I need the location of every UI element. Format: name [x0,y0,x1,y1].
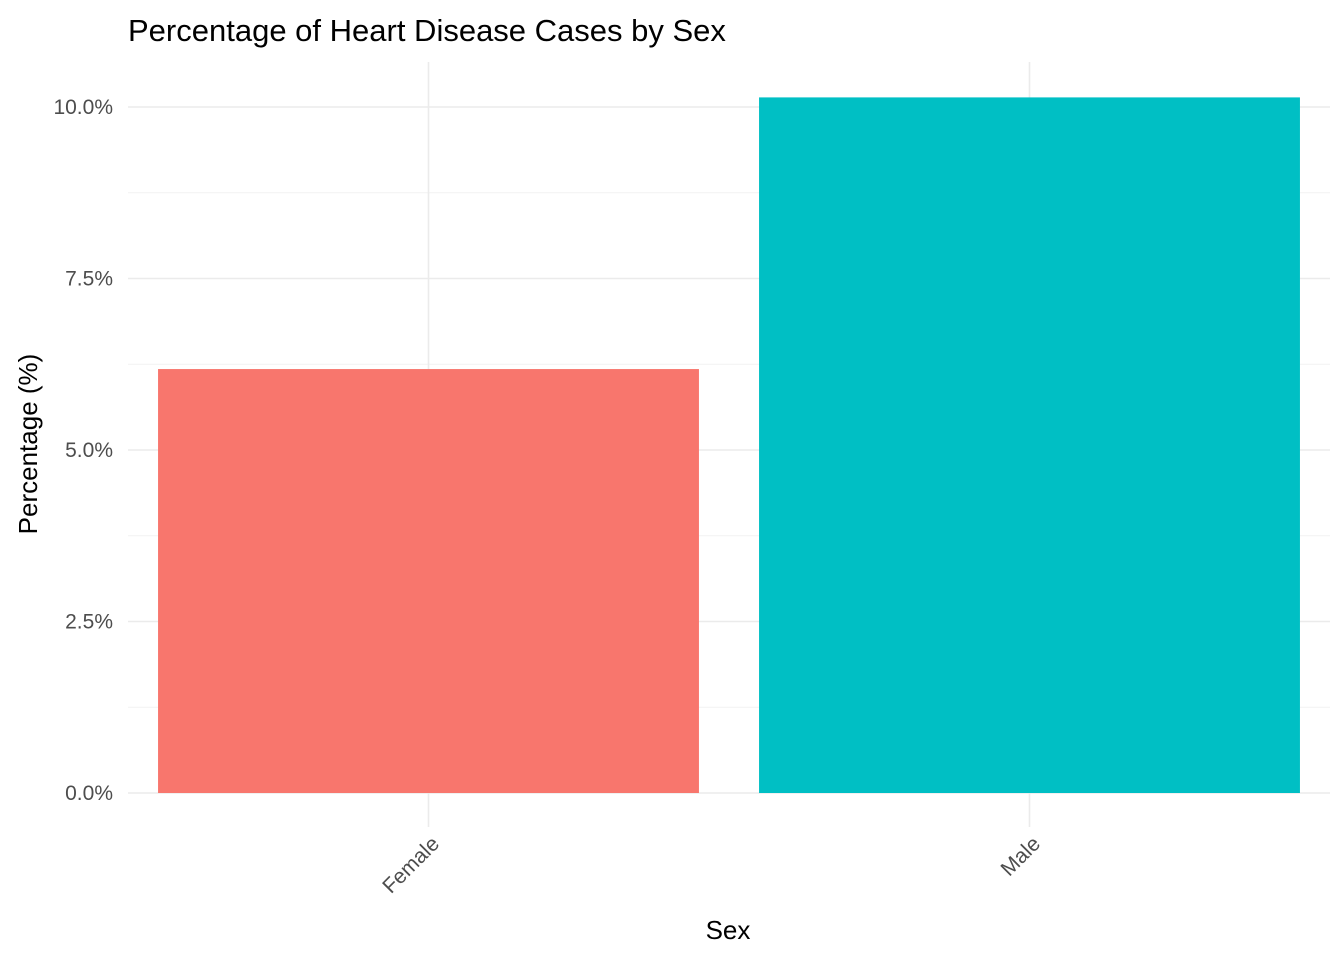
y-tick-label: 5.0% [65,439,113,462]
x-axis-title: Sex [706,915,751,945]
y-tick-label: 7.5% [65,268,113,291]
y-axis-title: Percentage (%) [13,354,43,535]
x-axis-tick-labels: Female Male [378,832,1045,898]
bar-female [158,369,699,793]
bar-male [759,97,1300,793]
y-axis-tick-labels: 0.0% 2.5% 5.0% 7.5% 10.0% [53,96,113,805]
y-tick-label: 10.0% [53,96,113,119]
x-tick-label-female: Female [378,832,444,898]
chart-title: Percentage of Heart Disease Cases by Sex [128,13,726,48]
y-tick-label: 2.5% [65,611,113,634]
x-tick-label-male: Male [997,832,1045,880]
bars [158,97,1300,793]
y-tick-label: 0.0% [65,782,113,805]
